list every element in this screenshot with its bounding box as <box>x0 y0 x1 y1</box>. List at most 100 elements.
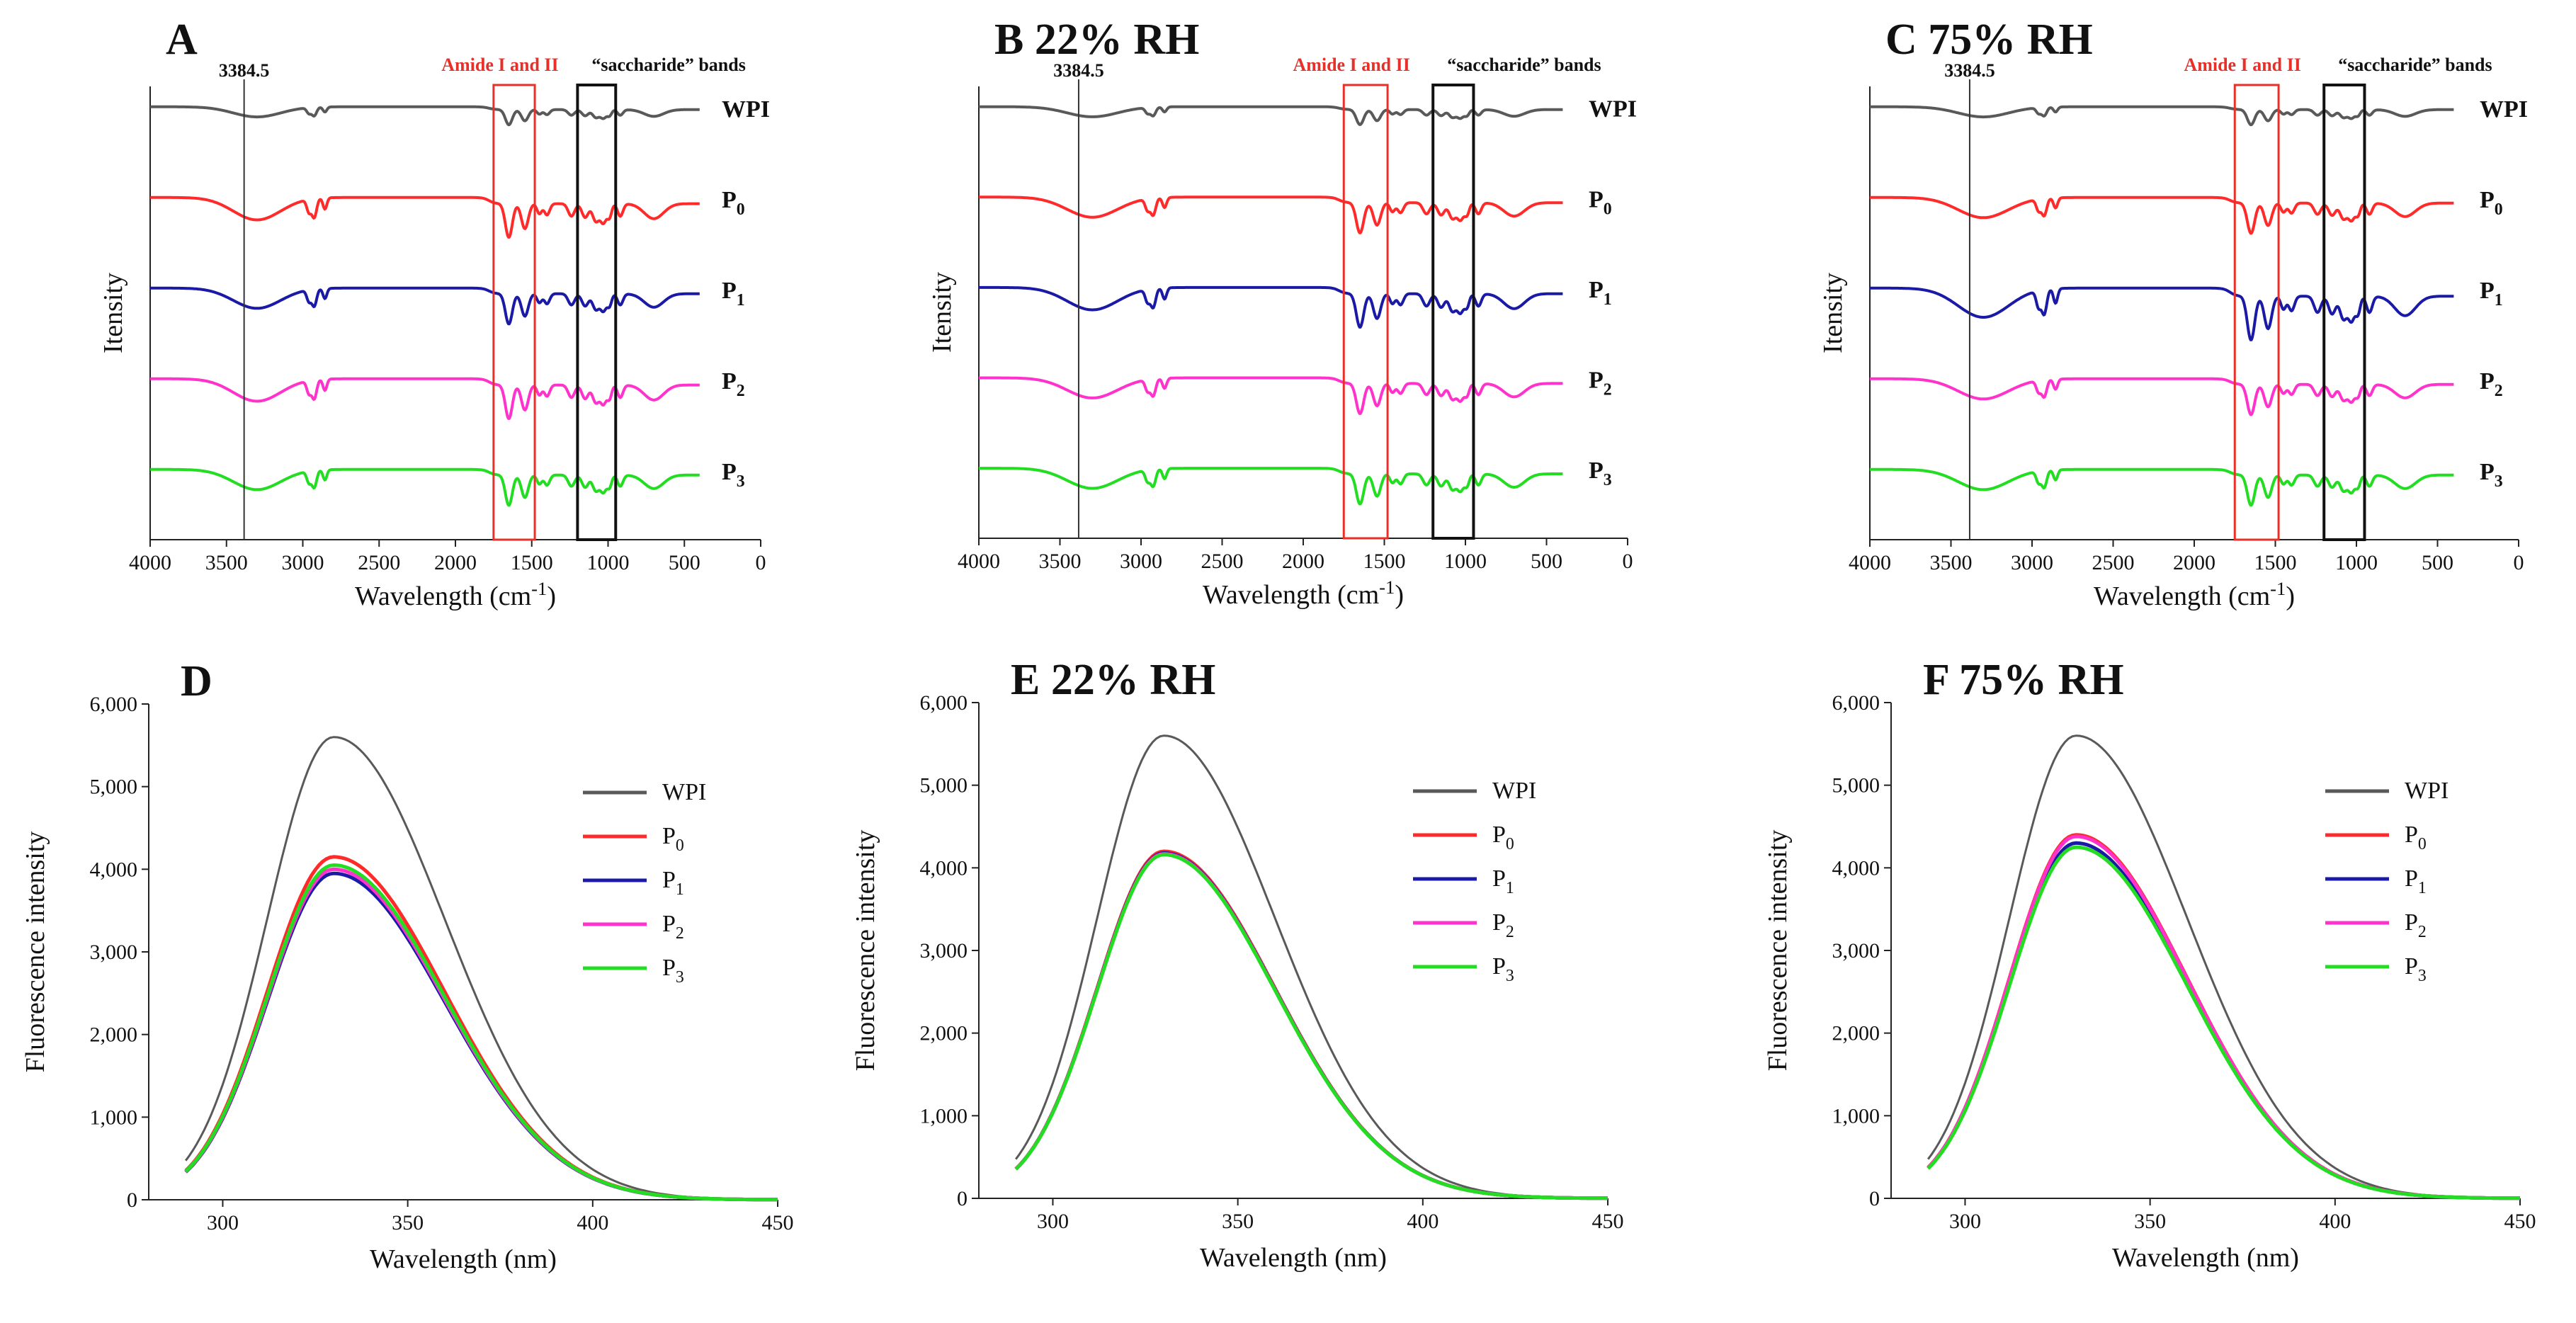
legend-label-p3-main: P <box>662 955 676 981</box>
y-tick-label: 2,000 <box>1832 1022 1880 1045</box>
legend-label-p2: P2 <box>2405 909 2427 941</box>
x-tick-label: 300 <box>207 1211 239 1234</box>
sample-label-p0: P0 <box>2480 187 2503 219</box>
panel-e-fluorescence-22rh: E 22% RH 0 1,000 2,000 3,000 4,000 5,000 6,000 3… <box>851 656 1624 1273</box>
legend-label-p3: P3 <box>1492 953 1514 985</box>
sample-label-p1: P1 <box>2480 278 2503 310</box>
sample-label-p0-main: P <box>1589 186 1604 212</box>
sample-label-wpi: WPI <box>1589 96 1637 123</box>
y-tick-label: 6,000 <box>920 691 968 715</box>
x-axis-label: Wavelength (nm) <box>1200 1243 1387 1273</box>
x-tick-label: 4000 <box>958 550 1000 573</box>
panel-title: C 75% RH <box>1885 16 2093 64</box>
sample-label-p2: P2 <box>2480 368 2503 400</box>
y-tick-label: 6,000 <box>90 693 138 716</box>
x-tick-label: 400 <box>1407 1210 1439 1233</box>
sample-label-wpi: WPI <box>722 96 770 123</box>
y-tick-label: 1,000 <box>1832 1104 1880 1128</box>
x-axis-label-end: ) <box>1395 580 1404 610</box>
panel-a-ftir: A 4000 3500 3000 2500 2000 1500 1000 500 0 Wavelen… <box>98 16 770 611</box>
x-axis-label: Wavelength (nm) <box>370 1244 557 1274</box>
panel-c-ftir-75rh: C 75% RH 4000 3500 3000 2500 2000 1500 1000 500 0… <box>1818 16 2528 611</box>
amide-label: Amide I and II <box>2184 55 2300 75</box>
legend-label-p3-sub: 3 <box>2418 967 2427 985</box>
x-axis-label: Wavelength (nm) <box>2112 1243 2299 1273</box>
x-tick-label: 300 <box>1037 1210 1069 1233</box>
sample-label-p1: P1 <box>1589 277 1612 309</box>
x-tick-label: 1500 <box>1363 550 1406 573</box>
sample-label-p2-main: P <box>1589 368 1604 394</box>
legend-label-p1-sub: 1 <box>1506 879 1514 897</box>
amide-box <box>492 84 536 541</box>
spectrum-line-p0 <box>1870 195 2454 235</box>
spectrum-line-p0 <box>979 195 1563 234</box>
sample-label-p1-sub: 1 <box>2495 291 2503 310</box>
legend-label-p3: P3 <box>662 955 684 987</box>
sample-label-p2-main: P <box>722 368 737 394</box>
x-axis-label: Wavelength (cm-1) <box>1203 577 1404 610</box>
saccharide-box <box>2322 84 2366 541</box>
y-axis-label: Itensity <box>98 273 128 353</box>
saccharide-box <box>1431 84 1475 540</box>
legend-label-wpi: WPI <box>662 779 706 805</box>
y-tick-label: 4,000 <box>920 856 968 880</box>
spectrum-line-p3 <box>150 467 700 507</box>
y-tick-label: 2,000 <box>90 1023 138 1047</box>
sample-label-p2: P2 <box>722 368 745 400</box>
legend-label-p0: P0 <box>1492 822 1514 853</box>
x-axis-label-main: Wavelength (cm <box>355 581 531 611</box>
spectrum-line-wpi <box>979 105 1563 126</box>
sample-label-p3-main: P <box>2480 459 2495 485</box>
x-tick-label: 3000 <box>282 551 324 574</box>
sample-label-p1-main: P <box>722 278 737 304</box>
y-axis-label: Fluorescence intensity <box>1763 830 1793 1072</box>
y-tick-label: 1,000 <box>90 1106 138 1129</box>
panel-title: F 75% RH <box>1923 656 2124 704</box>
panel-f-fluorescence-75rh: F 75% RH 0 1,000 2,000 3,000 4,000 5,000 6,000 3… <box>1763 656 2536 1273</box>
y-tick-label: 2,000 <box>920 1022 968 1045</box>
legend-label-p1: P1 <box>662 867 684 899</box>
panel-b-ftir-22rh: B 22% RH 4000 3500 3000 2500 2000 1500 1000 500 0… <box>927 16 1637 610</box>
spectrum-line-p2 <box>1870 377 2454 416</box>
spectrum-line-p3 <box>1870 467 2454 507</box>
x-tick-label: 0 <box>2514 551 2524 574</box>
legend-label-p0-main: P <box>2405 822 2418 848</box>
reference-line-label: 3384.5 <box>219 60 270 81</box>
x-tick-label: 4000 <box>129 551 171 574</box>
legend-label-p2-main: P <box>2405 909 2418 936</box>
sample-label-p3-sub: 3 <box>1604 471 1612 489</box>
legend-label-p3-sub: 3 <box>1506 967 1514 985</box>
x-tick-label: 350 <box>2134 1210 2166 1233</box>
sample-label-p3-main: P <box>722 459 737 485</box>
spectrum-line-wpi <box>150 105 700 127</box>
sample-label-p0-sub: 0 <box>737 200 745 219</box>
y-tick-label: 0 <box>127 1188 137 1212</box>
legend-label-p2-sub: 2 <box>1506 923 1514 941</box>
x-tick-label: 500 <box>669 551 700 574</box>
legend-label-wpi-main: WPI <box>2405 778 2449 804</box>
legend-label-p2-main: P <box>1492 909 1506 936</box>
y-tick-label: 5,000 <box>920 774 968 797</box>
sample-label-p3-sub: 3 <box>2495 472 2503 491</box>
x-axis-label-end: ) <box>2286 581 2295 611</box>
x-tick-label: 450 <box>2504 1210 2536 1233</box>
y-axis-label: Itensity <box>1818 273 1848 353</box>
legend-label-p1-sub: 1 <box>676 880 684 899</box>
sample-label-p0-sub: 0 <box>2495 200 2503 219</box>
sample-label-p1: P1 <box>722 278 745 310</box>
legend-label-p1-sub: 1 <box>2418 879 2427 897</box>
x-tick-label: 1000 <box>587 551 630 574</box>
x-tick-label: 400 <box>2319 1210 2351 1233</box>
sample-label-wpi-main: WPI <box>722 96 770 123</box>
legend-label-p2-main: P <box>662 911 676 937</box>
sample-label-p0-sub: 0 <box>1604 200 1612 218</box>
legend-label-p2-sub: 2 <box>2418 923 2427 941</box>
amide-label: Amide I and II <box>1293 55 1409 75</box>
legend-label-p1-main: P <box>2405 865 2418 892</box>
legend-label-wpi: WPI <box>1492 778 1536 804</box>
y-tick-label: 0 <box>1869 1187 1880 1210</box>
sample-label-p0: P0 <box>722 187 745 219</box>
panel-title: A <box>166 16 198 64</box>
sample-label-p1-main: P <box>2480 278 2495 304</box>
y-tick-label: 1,000 <box>920 1104 968 1128</box>
